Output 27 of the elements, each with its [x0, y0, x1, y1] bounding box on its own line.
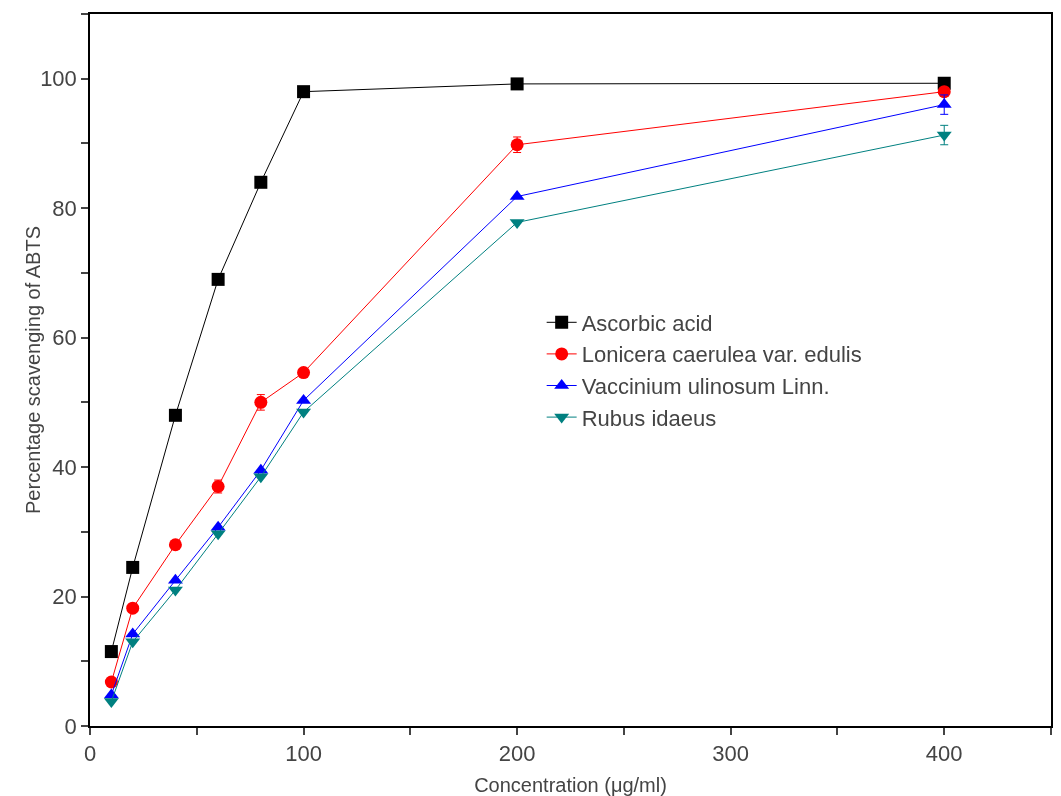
point — [510, 77, 524, 91]
point — [126, 601, 140, 615]
x-tick-label: 0 — [83, 741, 97, 767]
point — [297, 366, 311, 380]
x-tick-label: 100 — [285, 741, 322, 767]
y-tick-label: 20 — [52, 584, 77, 610]
y-tick-label: 0 — [64, 713, 77, 739]
x-tick-label: 200 — [498, 741, 536, 767]
point — [104, 645, 118, 659]
point — [211, 272, 225, 286]
legend-label: Lonicera caerulea var. edulis — [581, 342, 862, 368]
y-axis-title: Percentage scavenging of ABTS — [21, 226, 44, 514]
point — [254, 175, 268, 189]
x-axis-title: Concentration (μg/ml) — [474, 774, 667, 796]
y-tick-label: 100 — [40, 66, 77, 92]
x-tick-label: 300 — [712, 741, 750, 767]
point — [168, 408, 182, 422]
legend-label: Vaccinium ulinosum Linn. — [581, 374, 830, 400]
legend-label: Ascorbic acid — [581, 310, 713, 336]
x-tick-label: 400 — [925, 741, 963, 767]
point — [126, 560, 140, 574]
y-tick-label: 80 — [52, 195, 77, 221]
y-tick-label: 40 — [52, 454, 77, 480]
legend-label: Rubus idaeus — [581, 405, 717, 431]
point — [297, 85, 311, 99]
y-tick-label: 60 — [52, 325, 77, 351]
point — [168, 538, 182, 552]
